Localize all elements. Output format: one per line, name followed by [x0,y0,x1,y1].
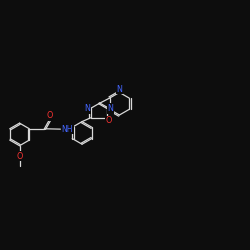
Text: O: O [16,152,23,160]
Text: N: N [116,84,122,94]
Text: O: O [106,116,112,125]
Text: O: O [46,112,53,120]
Text: N: N [84,104,90,113]
Text: N: N [107,104,113,113]
Text: NH: NH [62,125,73,134]
